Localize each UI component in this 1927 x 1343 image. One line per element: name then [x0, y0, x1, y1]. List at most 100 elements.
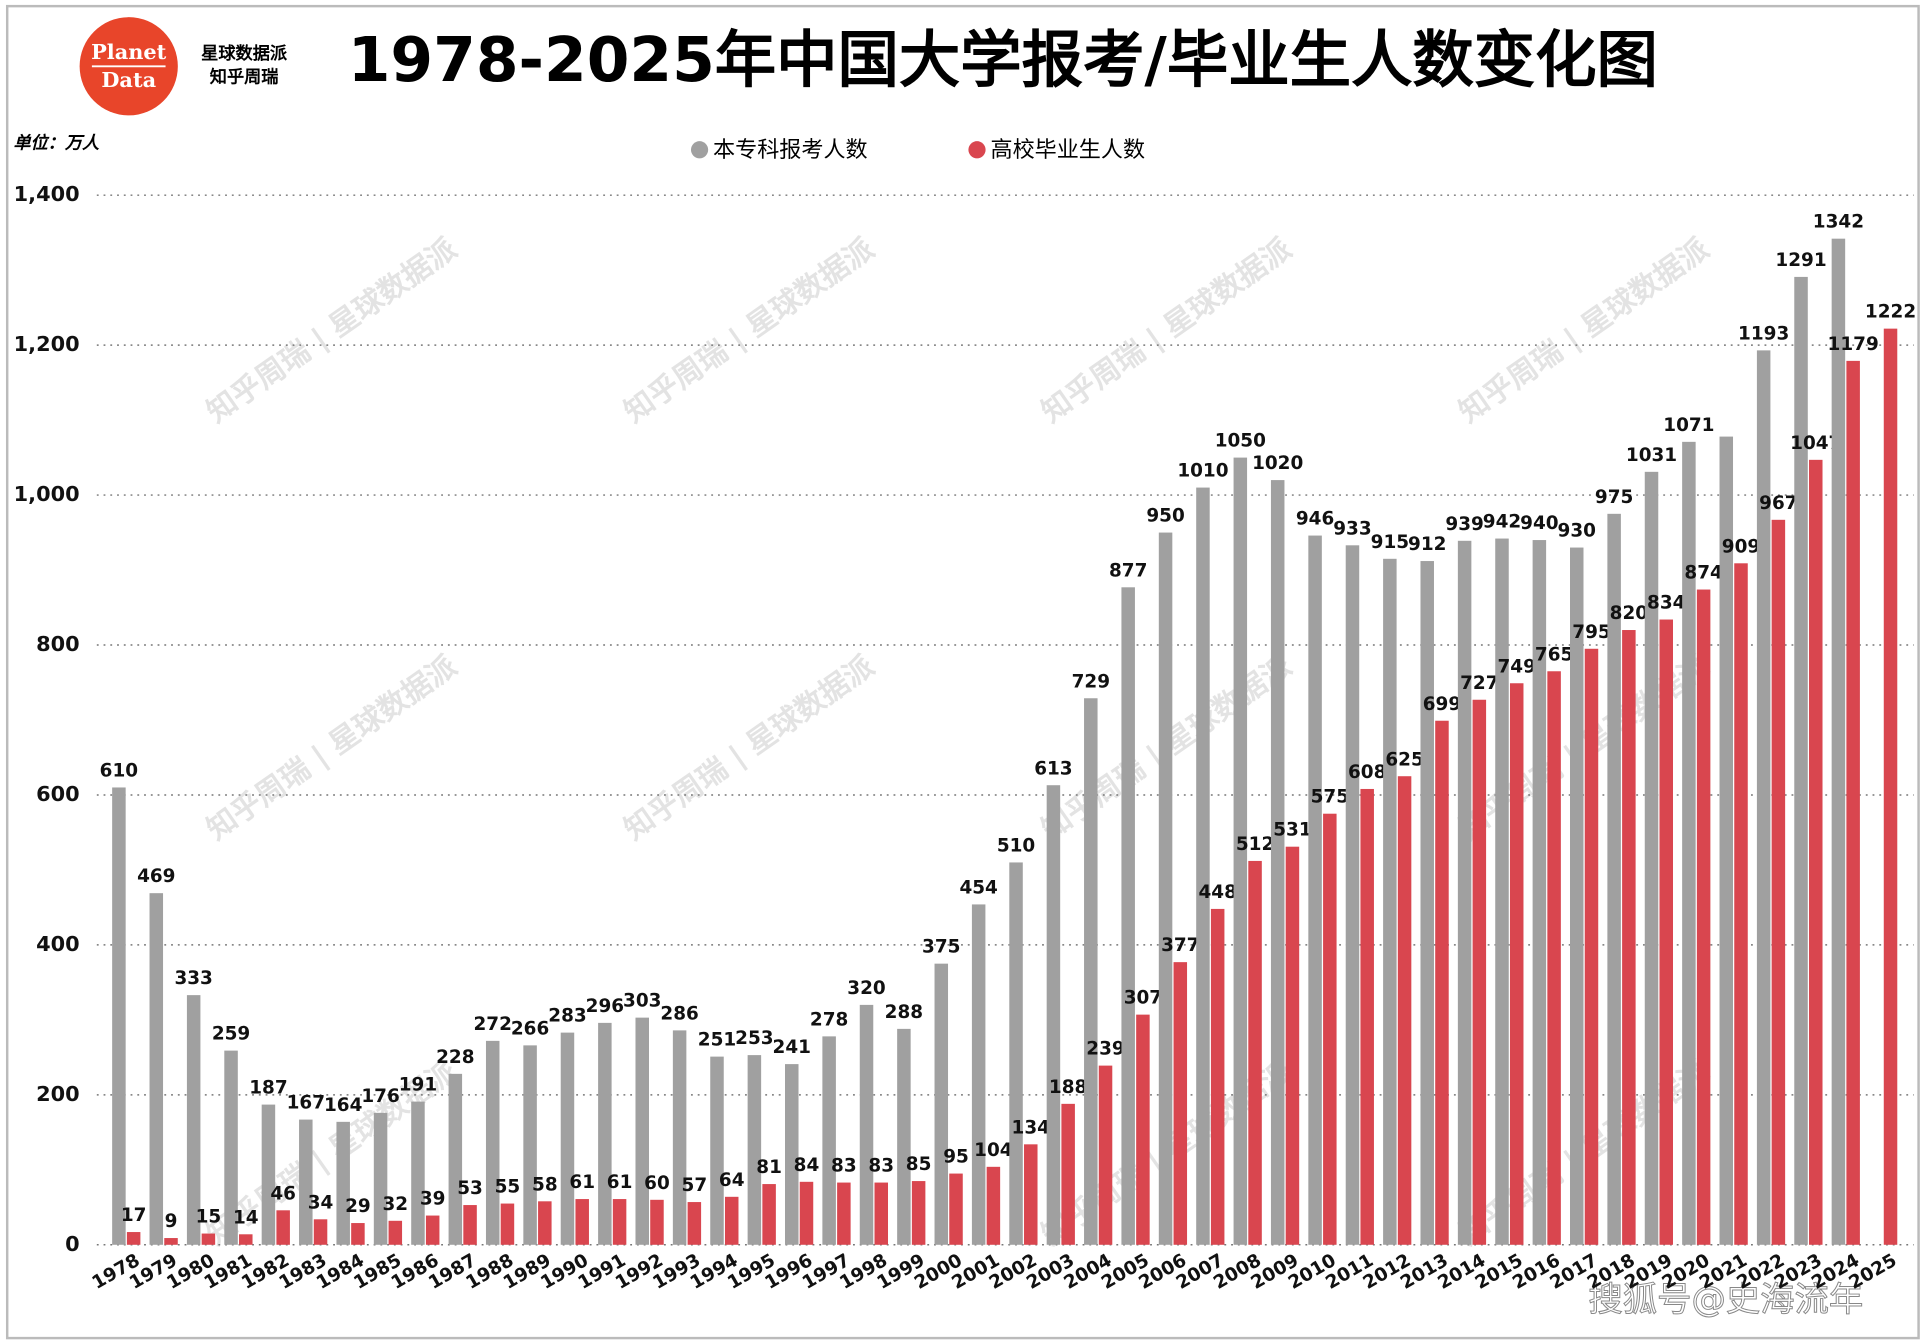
value-label: 259 — [212, 1024, 250, 1045]
value-label: 272 — [474, 1014, 512, 1035]
bar — [1196, 487, 1210, 1245]
bar — [1098, 1065, 1113, 1245]
bar — [373, 1112, 388, 1245]
value-label: 946 — [1296, 509, 1334, 530]
value-label: 915 — [1371, 532, 1409, 553]
watermark: 知乎周瑞 | 星球数据派 — [618, 231, 881, 430]
value-label: 454 — [959, 877, 997, 898]
value-label: 57 — [682, 1175, 708, 1196]
watermark: 知乎周瑞 | 星球数据派 — [1035, 231, 1298, 430]
value-label: 14 — [233, 1207, 259, 1228]
value-label: 39 — [420, 1189, 446, 1210]
value-label: 950 — [1146, 506, 1184, 527]
bar — [1756, 350, 1771, 1245]
value-label: 795 — [1572, 622, 1610, 643]
value-label: 448 — [1198, 882, 1236, 903]
value-label: 60 — [644, 1173, 670, 1194]
bar — [650, 1199, 664, 1245]
value-label: 32 — [382, 1194, 408, 1215]
bar — [874, 1182, 889, 1245]
bar — [1809, 459, 1823, 1245]
value-label: 191 — [399, 1075, 437, 1096]
bar — [1794, 276, 1808, 1245]
bar — [276, 1210, 290, 1245]
chart-title: 1978-2025年中国大学报考/毕业生人数变化图 — [348, 25, 1658, 96]
value-label: 933 — [1333, 518, 1371, 539]
value-label: 942 — [1483, 512, 1521, 533]
bar — [575, 1199, 589, 1245]
value-label: 613 — [1034, 758, 1072, 779]
y-tick-label: 1,000 — [14, 482, 80, 506]
value-label: 61 — [569, 1172, 595, 1193]
bar — [785, 1064, 799, 1245]
value-label: 625 — [1385, 749, 1423, 770]
bar — [1435, 720, 1449, 1245]
bar — [1158, 532, 1173, 1245]
value-label: 320 — [847, 978, 885, 999]
value-label: 95 — [943, 1147, 969, 1168]
value-label: 930 — [1558, 521, 1596, 542]
bar — [1509, 683, 1524, 1245]
watermark: 知乎周瑞 | 星球数据派 — [618, 648, 881, 847]
legend-label: 高校毕业生人数 — [991, 137, 1146, 163]
bar — [1622, 630, 1636, 1245]
value-label: 531 — [1273, 820, 1311, 841]
value-label: 967 — [1759, 493, 1797, 514]
bar — [837, 1182, 851, 1245]
bar — [112, 787, 126, 1245]
bar — [1233, 457, 1248, 1245]
bar — [799, 1181, 814, 1245]
bar — [1532, 540, 1547, 1245]
bar — [1457, 540, 1472, 1245]
bar — [1607, 513, 1621, 1245]
footer-watermark: 搜狐号@史海流年 — [1588, 1280, 1863, 1320]
value-label: 46 — [270, 1183, 296, 1204]
bar — [1883, 328, 1898, 1245]
value-label: 187 — [249, 1078, 287, 1099]
value-label: 1222 — [1865, 302, 1916, 323]
bar — [149, 893, 164, 1245]
bar — [299, 1119, 313, 1245]
value-label: 939 — [1445, 514, 1483, 535]
bar — [1345, 545, 1360, 1245]
value-label: 164 — [324, 1095, 362, 1116]
bar — [351, 1223, 365, 1245]
value-label: 167 — [287, 1093, 325, 1114]
bar — [336, 1121, 350, 1245]
value-label: 266 — [511, 1018, 549, 1039]
value-label: 333 — [174, 968, 212, 989]
bar — [126, 1232, 141, 1245]
watermark: 知乎周瑞 | 星球数据派 — [1453, 231, 1716, 430]
bar — [1771, 519, 1786, 1245]
bar — [1248, 860, 1262, 1245]
value-label: 699 — [1423, 694, 1461, 715]
bar — [598, 1022, 612, 1245]
bar — [859, 1004, 874, 1245]
value-label: 877 — [1109, 560, 1147, 581]
bar — [1644, 471, 1659, 1245]
bar — [1397, 776, 1412, 1245]
value-label: 575 — [1311, 787, 1349, 808]
bar — [1584, 648, 1599, 1245]
value-label: 303 — [623, 991, 661, 1012]
value-label: 81 — [756, 1157, 782, 1178]
value-label: 749 — [1498, 656, 1536, 677]
value-label: 278 — [810, 1009, 848, 1030]
bar — [1061, 1103, 1075, 1245]
bar — [1121, 587, 1135, 1245]
bar — [560, 1032, 575, 1245]
value-label: 288 — [885, 1002, 923, 1023]
value-label: 1047 — [1790, 433, 1841, 454]
bar — [1682, 441, 1696, 1245]
y-tick-label: 800 — [36, 632, 80, 656]
value-label: 510 — [997, 835, 1035, 856]
bar — [1547, 671, 1561, 1245]
value-label: 469 — [137, 866, 175, 887]
value-label: 64 — [719, 1170, 745, 1191]
frame — [5, 4, 1920, 1340]
value-label: 134 — [1012, 1117, 1050, 1138]
bar — [1046, 785, 1061, 1245]
value-label: 1193 — [1738, 323, 1789, 344]
brand: 星球数据派 — [201, 43, 288, 64]
